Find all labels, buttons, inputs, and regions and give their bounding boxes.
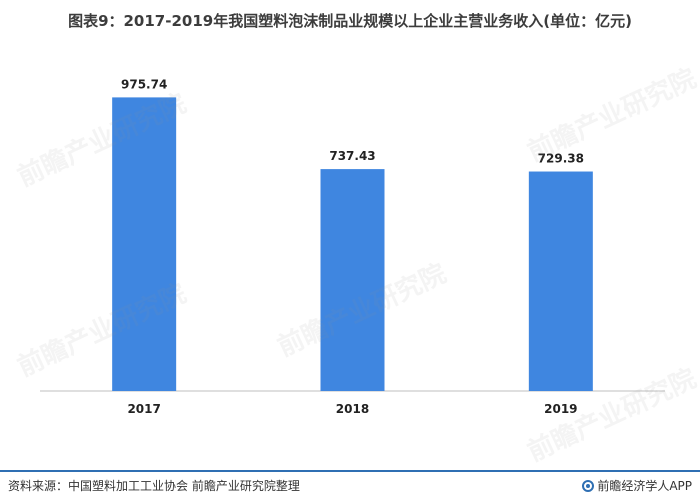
data-label-2018: 737.43 — [329, 149, 375, 163]
brand-label: 前瞻经济学人APP — [597, 479, 692, 493]
source-note: 资料来源：中国塑料加工工业协会 前瞻产业研究院整理 — [8, 479, 300, 493]
bar-2018 — [320, 169, 385, 391]
bar-2019 — [528, 171, 593, 391]
data-label-2017: 975.74 — [121, 77, 167, 91]
bar-chart: 975.74 2017 737.43 2018 729.38 2019 — [40, 77, 665, 416]
data-label-2019: 729.38 — [538, 152, 584, 166]
brand-logo-icon — [582, 479, 595, 492]
x-tick-label-2017: 2017 — [127, 402, 160, 416]
footer-divider — [0, 470, 700, 472]
brand: 前瞻经济学人APP — [582, 477, 692, 494]
x-tick-label-2018: 2018 — [336, 402, 369, 416]
bar-2017 — [112, 97, 177, 391]
chart-title: 图表9：2017-2019年我国塑料泡沫制品业规模以上企业主营业务收入(单位：亿… — [68, 12, 632, 30]
x-tick-label-2019: 2019 — [544, 402, 577, 416]
